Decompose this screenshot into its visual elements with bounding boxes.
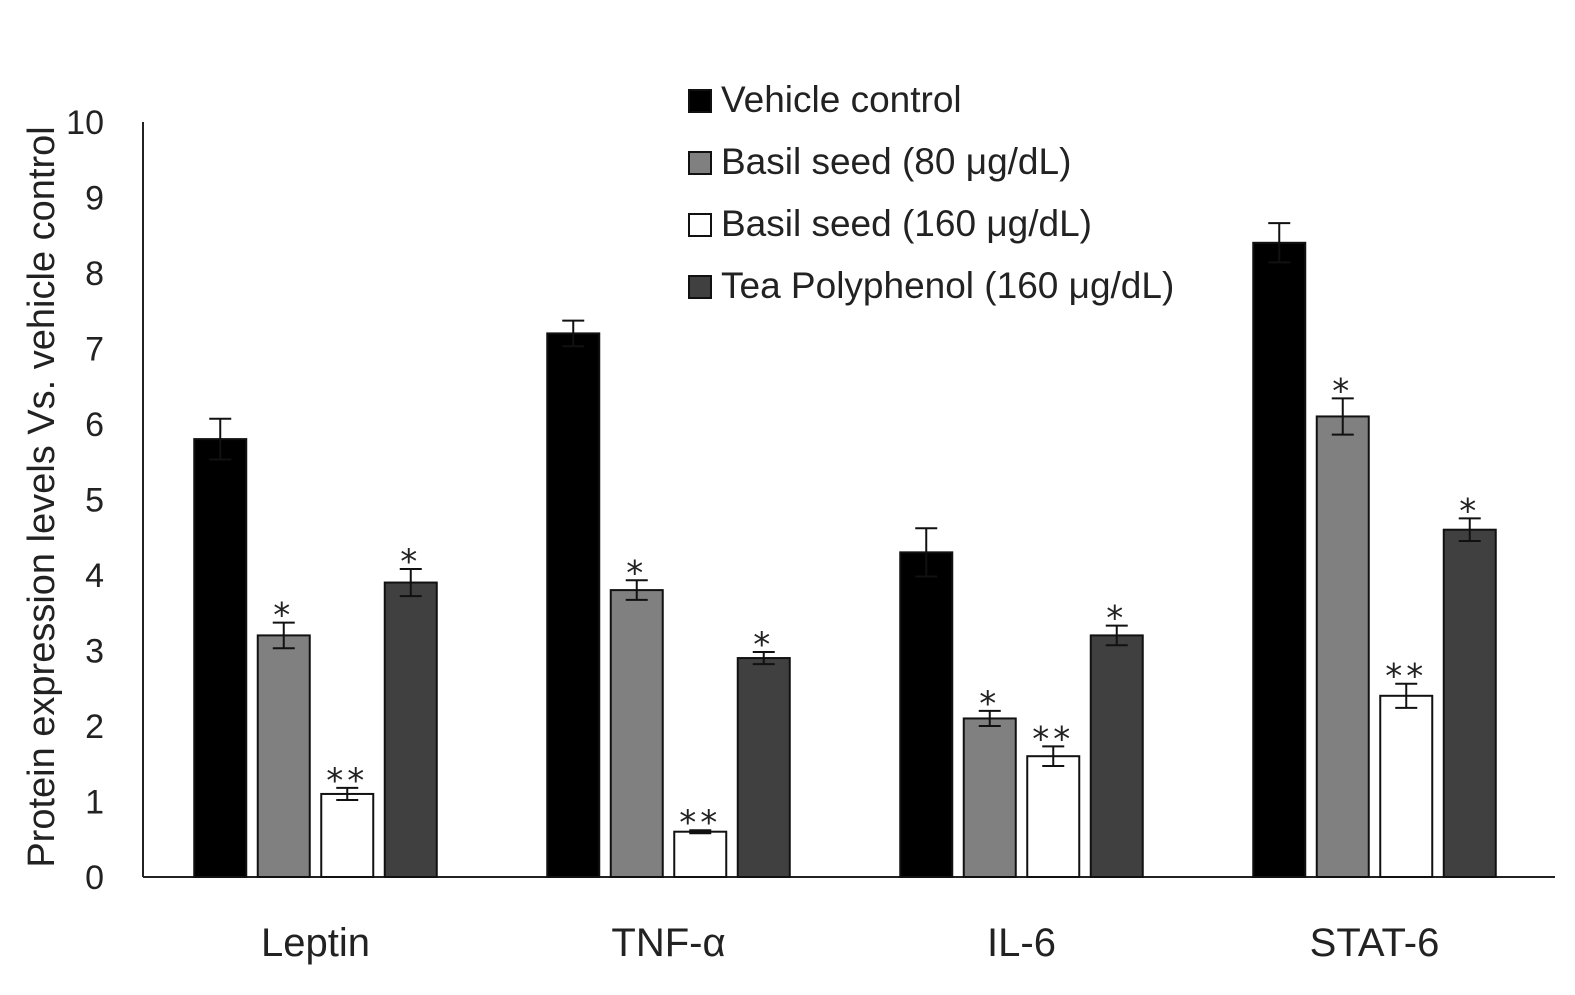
axes: 0 1 2 3 4 5 6 7 8 9 10 Leptin TNF-α IL-6 STAT-6 <box>66 104 1555 965</box>
significance-marker: * <box>273 596 294 636</box>
legend-label: Basil seed (160 μg/dL) <box>721 203 1092 244</box>
y-tick-label: 9 <box>85 180 104 218</box>
legend-label: Basil seed (80 μg/dL) <box>721 141 1071 182</box>
bar <box>736 657 791 878</box>
legend-label: Vehicle control <box>721 79 962 120</box>
y-tick-label: 8 <box>85 255 104 293</box>
y-axis-title-group: Protein expression levels Vs. vehicle co… <box>21 126 63 867</box>
significance-marker: * <box>1106 599 1127 639</box>
bar <box>899 551 954 878</box>
legend-swatch <box>688 151 712 175</box>
y-tick-label: 10 <box>66 104 104 142</box>
bar <box>962 717 1017 879</box>
y-axis-title: Protein expression levels Vs. vehicle co… <box>21 126 63 867</box>
y-tick-label: 7 <box>85 331 104 369</box>
y-tick-label: 4 <box>85 557 104 595</box>
bars: **** ************ <box>193 222 1497 879</box>
bar <box>609 589 664 878</box>
significance-marker: * <box>979 684 1000 724</box>
bar <box>1252 241 1307 879</box>
significance-marker: ** <box>326 761 368 801</box>
significance-marker: * <box>1332 371 1353 411</box>
significance-marker: * <box>626 553 647 593</box>
x-category-label: IL-6 <box>987 921 1056 965</box>
bar <box>383 581 438 878</box>
y-tick-label: 3 <box>85 633 104 671</box>
x-category-label: Leptin <box>261 921 370 965</box>
y-tick-label: 0 <box>85 859 104 897</box>
y-tick-label: 2 <box>85 708 104 746</box>
y-tick-label: 6 <box>85 406 104 444</box>
bar <box>1026 755 1081 879</box>
bar <box>1315 415 1370 878</box>
legend-label: Tea Polyphenol (160 μg/dL) <box>721 265 1174 306</box>
significance-marker: * <box>753 625 774 665</box>
legend-swatch <box>688 275 712 299</box>
bar <box>546 332 601 878</box>
legend: Vehicle control Basil seed (80 μg/dL) Basi… <box>688 79 1174 306</box>
legend-swatch <box>688 213 712 237</box>
x-category-label: TNF-α <box>611 921 725 965</box>
significance-marker: ** <box>679 803 721 843</box>
bar <box>193 438 248 878</box>
bar <box>320 792 375 879</box>
bar <box>1089 634 1144 879</box>
bar <box>1442 528 1497 878</box>
bar <box>256 634 311 879</box>
significance-marker: ** <box>1385 657 1427 697</box>
y-tick-label: 1 <box>85 784 104 822</box>
legend-swatch <box>688 89 712 113</box>
significance-marker: ** <box>1032 719 1074 759</box>
bar <box>1379 694 1434 878</box>
x-category-label: STAT-6 <box>1310 921 1440 965</box>
significance-marker: * <box>1459 491 1480 531</box>
y-tick-label: 5 <box>85 482 104 520</box>
significance-marker: * <box>400 542 421 582</box>
